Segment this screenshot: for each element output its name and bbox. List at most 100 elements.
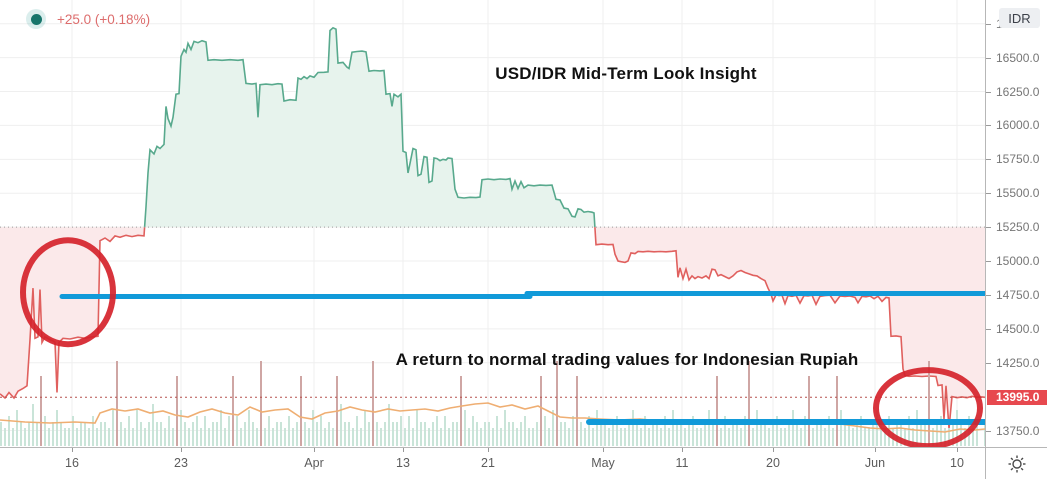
volume-bar xyxy=(332,428,334,446)
price-tick-label: 15250.0 xyxy=(996,220,1040,235)
volume-bar xyxy=(120,422,122,446)
time-tick-mark xyxy=(875,448,876,452)
time-tick-mark xyxy=(181,448,182,452)
volume-bar xyxy=(420,422,422,446)
series-marker-halo xyxy=(26,9,46,29)
volume-bar xyxy=(624,428,626,446)
time-tick-label: 23 xyxy=(174,456,188,470)
ellipse-drawing[interactable] xyxy=(20,237,116,348)
volume-bar xyxy=(304,422,306,446)
price-tick-label: 16500.0 xyxy=(996,50,1040,65)
volume-bar xyxy=(456,422,458,446)
volume-bar xyxy=(48,428,50,446)
price-chart-canvas[interactable] xyxy=(0,0,985,447)
volume-bar xyxy=(596,410,598,446)
volume-bar xyxy=(260,361,262,446)
volume-bar xyxy=(836,376,838,446)
chart-subtitle-annotation[interactable]: A return to normal trading values for In… xyxy=(395,350,859,369)
volume-bar xyxy=(324,428,326,446)
volume-bar xyxy=(604,422,606,446)
volume-bar xyxy=(556,361,558,446)
volume-bar xyxy=(20,422,22,446)
axis-settings-corner[interactable] xyxy=(985,447,1047,479)
gear-icon[interactable] xyxy=(1008,455,1026,473)
volume-bar xyxy=(252,422,254,446)
series-legend: +25.0 (+0.18%) xyxy=(26,9,150,29)
volume-bar xyxy=(368,422,370,446)
currency-label: IDR xyxy=(1008,10,1031,26)
volume-bar xyxy=(816,422,818,446)
volume-bar xyxy=(736,422,738,446)
volume-bar xyxy=(124,428,126,446)
volume-bar xyxy=(792,410,794,446)
volume-bar xyxy=(168,416,170,446)
volume-bar xyxy=(668,428,670,446)
volume-bar xyxy=(852,428,854,446)
volume-bar xyxy=(412,428,414,446)
volume-bar xyxy=(628,422,630,446)
volume-bar xyxy=(284,428,286,446)
volume-bar xyxy=(424,422,426,446)
volume-bar xyxy=(372,361,374,446)
price-tick-mark xyxy=(986,294,991,296)
price-tick-label: 16000.0 xyxy=(996,118,1040,133)
time-axis[interactable]: 16 23 Apr 13 21 May 11 20 Jun 10 xyxy=(0,447,985,479)
volume-bar xyxy=(644,416,646,446)
volume-bar xyxy=(448,428,450,446)
volume-bar xyxy=(652,422,654,446)
time-tick-label: May xyxy=(591,456,615,470)
volume-bar xyxy=(944,428,946,446)
volume-bar xyxy=(404,428,406,446)
volume-bar xyxy=(144,428,146,446)
volume-bar xyxy=(664,416,666,446)
area-fill-above-baseline xyxy=(144,27,595,228)
volume-bars-layer xyxy=(0,361,985,446)
volume-bar xyxy=(44,416,46,446)
volume-bar xyxy=(16,410,18,446)
time-tick-mark xyxy=(603,448,604,452)
volume-bar xyxy=(768,428,770,446)
volume-bar xyxy=(580,422,582,446)
volume-bar xyxy=(788,422,790,446)
volume-bar xyxy=(504,410,506,446)
chart-title-annotation[interactable]: USD/IDR Mid-Term Look Insight xyxy=(495,64,757,83)
volume-bar xyxy=(408,416,410,446)
volume-bar xyxy=(308,428,310,446)
price-tick-mark xyxy=(986,227,991,229)
price-tick-label: 14250.0 xyxy=(996,355,1040,370)
volume-bar xyxy=(864,428,866,446)
volume-bar xyxy=(300,376,302,446)
volume-bar xyxy=(972,428,974,446)
volume-bar xyxy=(908,416,910,446)
volume-bar xyxy=(520,422,522,446)
time-tick-mark xyxy=(403,448,404,452)
volume-bar xyxy=(32,404,34,446)
volume-bar xyxy=(352,428,354,446)
volume-bar xyxy=(220,410,222,446)
volume-bar xyxy=(512,422,514,446)
volume-bar xyxy=(320,416,322,446)
volume-bar xyxy=(820,422,822,446)
volume-bar xyxy=(880,422,882,446)
volume-bar xyxy=(684,428,686,446)
volume-bar xyxy=(384,422,386,446)
volume-bar xyxy=(224,428,226,446)
time-tick-label: Jun xyxy=(864,456,886,470)
volume-bar xyxy=(472,416,474,446)
volume-bar xyxy=(96,428,98,446)
volume-bar xyxy=(376,422,378,446)
volume-bar xyxy=(444,416,446,446)
volume-bar xyxy=(740,428,742,446)
volume-bar xyxy=(872,422,874,446)
volume-bar xyxy=(840,410,842,446)
volume-bar xyxy=(180,410,182,446)
volume-bar xyxy=(708,410,710,446)
ellipse-drawing[interactable] xyxy=(873,367,983,447)
volume-bar xyxy=(396,422,398,446)
currency-tab[interactable]: IDR xyxy=(999,8,1040,28)
price-axis[interactable]: 16750.016500.016250.016000.015750.015500… xyxy=(985,0,1047,447)
volume-bar xyxy=(928,361,930,446)
volume-bar xyxy=(524,416,526,446)
volume-bar xyxy=(36,422,38,446)
